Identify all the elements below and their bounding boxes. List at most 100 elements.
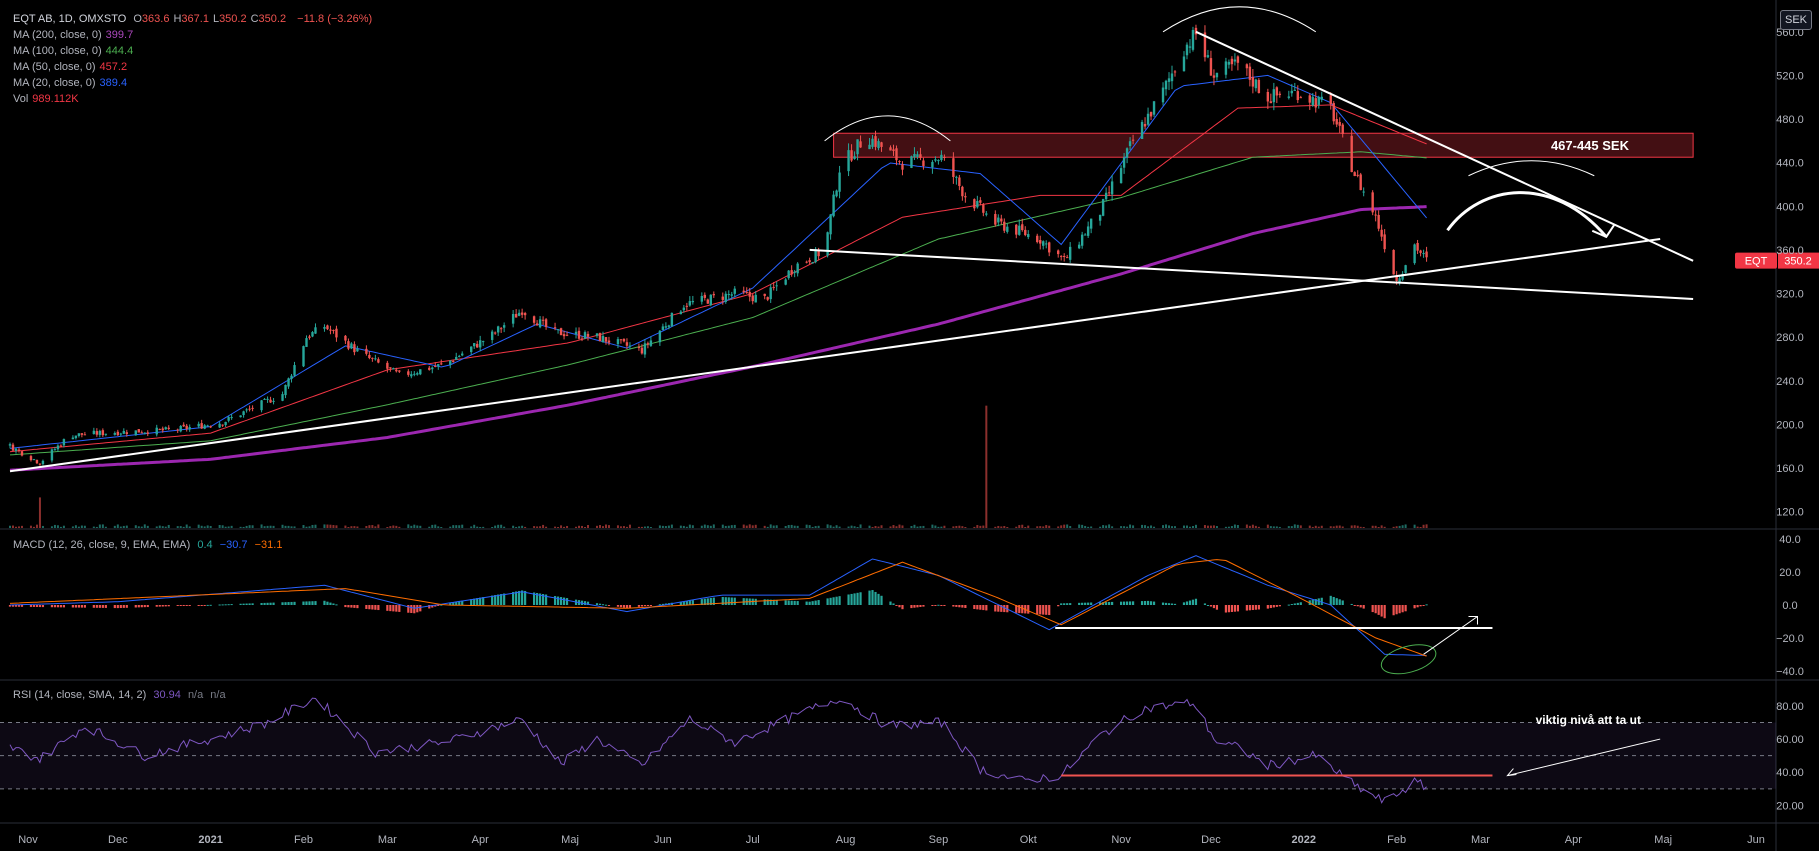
candle-body: [1068, 246, 1072, 260]
price-tick-label: 120.0: [1776, 507, 1804, 519]
candle-body: [1039, 240, 1042, 244]
candle-body: [517, 312, 521, 316]
price-axis[interactable]: 560.0520.0480.0440.0400.0360.0320.0280.0…: [1776, 27, 1804, 813]
macd-histogram-bar: [658, 604, 661, 606]
candle-body: [955, 176, 958, 178]
candle-body: [80, 433, 84, 435]
price-change: −11.8 (−3.26%): [297, 13, 373, 25]
indicator-row[interactable]: MA (100, close, 0) 444.4: [13, 43, 376, 59]
volume-bar: [940, 526, 943, 528]
volume-bar: [721, 524, 724, 528]
macd-histogram-bar: [8, 605, 12, 607]
macd-pane[interactable]: [8, 555, 1493, 679]
macd-histogram-bar: [284, 602, 287, 605]
candle-body: [898, 161, 901, 163]
volume-bar: [1165, 524, 1168, 528]
candle-body: [431, 367, 434, 370]
candle-body: [1083, 234, 1087, 236]
macd-signal-value: −31.1: [254, 539, 283, 551]
macd-histogram-bar: [224, 604, 227, 606]
volume-bar: [104, 526, 107, 528]
volume-bar: [1422, 524, 1425, 528]
time-axis[interactable]: Nov Dec 2021 Feb Mar Apr Maj Jun Jul Aug Sep Okt Nov…: [18, 834, 1765, 846]
candle-body: [92, 430, 96, 434]
time-tick-label: Mar: [1471, 834, 1490, 846]
macd-histogram-bar: [796, 601, 799, 605]
macd-histogram-bar: [1099, 602, 1102, 605]
candle-body: [703, 294, 707, 298]
price-tick-label: 240.0: [1776, 376, 1804, 388]
candle-body: [523, 313, 527, 316]
candle-body: [1194, 27, 1198, 35]
volume-bar: [625, 526, 628, 528]
macd-histogram-bar: [269, 602, 272, 605]
macd-histogram-bar: [59, 605, 63, 608]
candle-body: [1006, 226, 1009, 232]
volume-bar: [1147, 526, 1150, 528]
macd-histogram-bar: [1018, 605, 1021, 614]
volume-bar: [763, 525, 766, 528]
candle-body: [1401, 273, 1404, 280]
macd-histogram-bar: [1119, 601, 1123, 605]
volume-bar: [143, 524, 146, 528]
volume-bar: [185, 524, 188, 528]
rsi-pane[interactable]: viktig nivå att ta ut: [0, 697, 1776, 804]
volume-bar: [533, 526, 536, 528]
macd-histogram-bar: [1350, 603, 1353, 605]
candle-body: [1335, 119, 1338, 125]
volume-bar: [871, 526, 874, 528]
volume-bar: [727, 525, 730, 528]
candle-body: [784, 279, 787, 285]
volume-bar: [922, 525, 925, 528]
macd-histogram-bar: [155, 605, 158, 607]
price-tag-symbol: EQT: [1745, 256, 1768, 268]
volume-bar: [919, 526, 922, 528]
volume-bar: [892, 525, 895, 528]
indicator-row[interactable]: MA (200, close, 0) 399.7: [13, 27, 376, 43]
volume-bar: [952, 526, 955, 528]
candle-body: [98, 430, 102, 435]
macd-histogram-bar: [787, 600, 790, 605]
candle-body: [481, 341, 485, 343]
indicator-row[interactable]: MA (50, close, 0) 457.2: [13, 59, 376, 75]
macd-histogram-bar: [1395, 605, 1398, 615]
candle-body: [682, 307, 686, 311]
macd-histogram-bar: [62, 605, 66, 608]
macd-histogram-bar: [266, 602, 269, 605]
volume-bar: [455, 525, 458, 528]
candle-body: [185, 425, 188, 429]
volume-bar: [1374, 525, 1377, 528]
indicator-row[interactable]: MA (20, close, 0) 389.4: [13, 75, 376, 91]
volume-bar: [964, 527, 967, 528]
volume-bar: [1353, 525, 1356, 528]
candle-body: [1383, 234, 1386, 250]
macd-histogram-bar: [835, 596, 838, 605]
candle-body: [1269, 101, 1273, 104]
volume-bar: [1102, 525, 1105, 528]
volume-bar: [874, 526, 877, 528]
volume-bar: [859, 524, 862, 528]
candle-body: [1131, 139, 1135, 141]
macd-histogram-bar: [754, 598, 757, 605]
volume-bar: [685, 526, 688, 528]
macd-histogram-bar: [218, 604, 221, 606]
volume-bar: [311, 524, 314, 528]
candle-body: [514, 313, 518, 318]
currency-button[interactable]: SEK: [1780, 10, 1812, 30]
rsi-ma-value: n/a: [187, 689, 204, 701]
candle-body: [221, 424, 224, 426]
volume-bar: [395, 525, 398, 528]
macd-histogram-bar: [455, 601, 458, 605]
volume-bar: [38, 497, 41, 528]
volume-bar: [416, 525, 419, 528]
volume-bar: [134, 525, 137, 528]
candle-body: [817, 249, 820, 257]
ohlc-value: 350.2: [219, 13, 247, 25]
macd-histogram-bar: [1362, 605, 1365, 609]
macd-tick-label: 40.0: [1779, 534, 1800, 546]
indicator-row[interactable]: Vol 989.112K: [13, 91, 376, 107]
candle-body: [1045, 243, 1048, 245]
candle-body: [1272, 89, 1276, 103]
candle-body: [1185, 44, 1189, 56]
